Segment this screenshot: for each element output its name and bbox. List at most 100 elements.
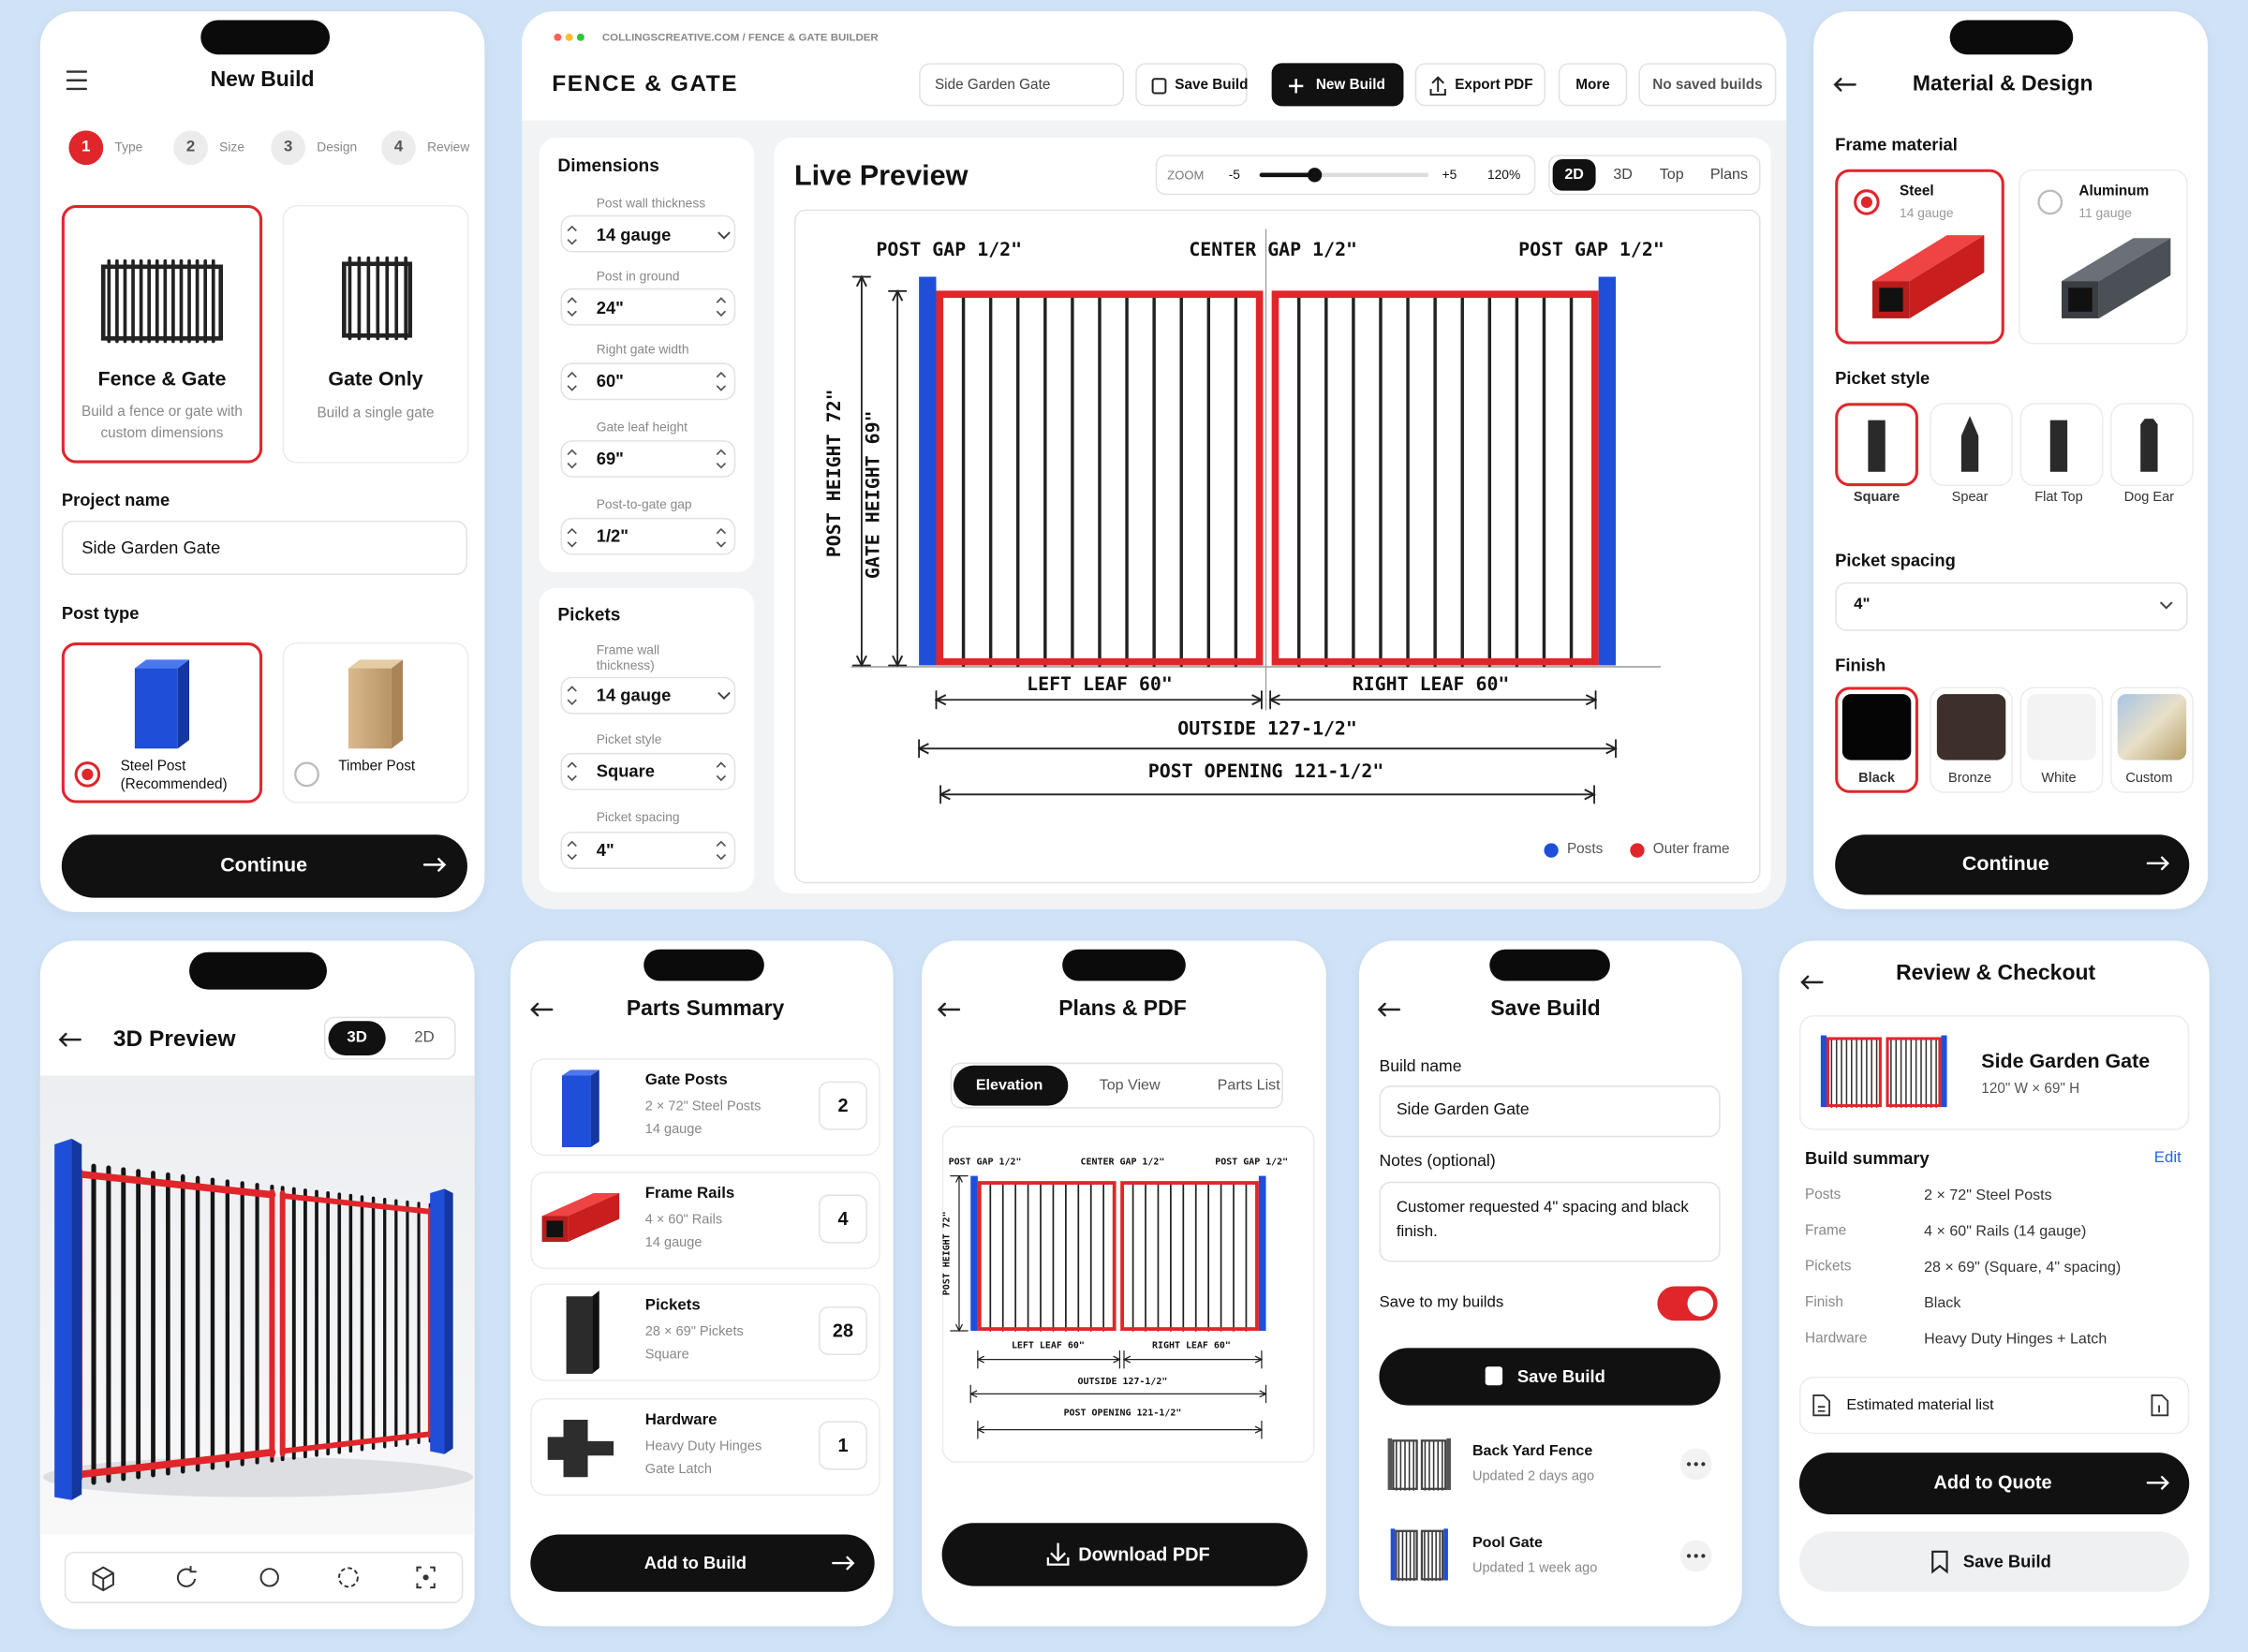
value: Heavy Duty Hinges + Latch — [1924, 1330, 2108, 1348]
quantity: 2 — [837, 1094, 849, 1116]
label: Post wall thickness — [596, 196, 706, 211]
post-image — [561, 1075, 591, 1147]
radio — [81, 768, 94, 780]
input[interactable] — [560, 440, 736, 478]
arrow-icon — [1377, 1002, 1401, 1017]
textarea[interactable] — [1379, 1181, 1721, 1262]
details: 2 × 72" Steel Posts — [644, 1099, 762, 1115]
save-button[interactable] — [1798, 1531, 2190, 1592]
post — [444, 1188, 453, 1454]
post-image — [561, 1069, 599, 1076]
zoom-label: ZOOM — [1167, 168, 1205, 183]
text-input[interactable] — [61, 520, 467, 576]
save-button: Save Build — [1516, 1365, 1605, 1387]
rail — [279, 1431, 434, 1454]
name: Pool Gate — [1472, 1533, 1543, 1552]
label: Right gate width — [596, 342, 689, 357]
sidebar-card — [539, 138, 755, 572]
post-height: POST HEIGHT 72" — [824, 389, 847, 558]
post — [54, 1138, 72, 1500]
button[interactable] — [1558, 63, 1628, 107]
notch — [1949, 20, 2074, 55]
post — [71, 1138, 82, 1500]
finish-swatch — [2027, 694, 2096, 760]
plus-icon — [1289, 79, 1304, 94]
button[interactable] — [1638, 63, 1777, 107]
view-button[interactable] — [1552, 158, 1596, 191]
label: Picket spacing — [596, 809, 680, 824]
input[interactable] — [560, 832, 736, 869]
step-circle — [173, 130, 208, 166]
actions: No saved builds — [1652, 77, 1763, 94]
stepper — [567, 449, 577, 469]
post — [1443, 1528, 1448, 1581]
button[interactable] — [1414, 63, 1546, 107]
view-button[interactable] — [328, 1021, 386, 1055]
notch — [189, 951, 327, 990]
select[interactable] — [1835, 582, 2188, 631]
gate-frame — [936, 290, 1264, 666]
fit-icon — [422, 1574, 429, 1581]
tab[interactable] — [953, 1065, 1069, 1106]
stepper — [716, 297, 727, 317]
phone-screen — [1359, 940, 1742, 1627]
finish-swatch — [1936, 694, 2006, 760]
legend: Outer frame — [1652, 841, 1730, 858]
continue-button[interactable] — [1835, 834, 2190, 895]
input[interactable] — [560, 288, 736, 326]
text-input[interactable] — [1379, 1085, 1721, 1138]
gate-frame — [1420, 1439, 1447, 1490]
button[interactable] — [1135, 63, 1248, 107]
quote-button[interactable] — [1798, 1453, 2190, 1514]
title: Material & Design — [1912, 71, 2093, 96]
arrow-icon — [2146, 856, 2170, 871]
option-card[interactable] — [61, 204, 263, 464]
gauge: 11 gauge — [2078, 205, 2132, 221]
value: 28 × 69" (Square, 4" spacing) — [1924, 1258, 2122, 1276]
project-name: Side Garden Gate — [934, 77, 1051, 94]
notes: Customer requested 4" spacing and black … — [1396, 1199, 1689, 1241]
name: Frame Rails — [644, 1185, 735, 1202]
stepper — [567, 225, 577, 245]
continue-button[interactable] — [61, 834, 467, 898]
left-post-gap: POST GAP 1/2" — [876, 240, 1023, 261]
label: Design — [317, 140, 358, 155]
label: Post in ground — [596, 269, 680, 284]
title: Plans & PDF — [1058, 996, 1187, 1022]
material-list-row[interactable] — [1798, 1377, 2190, 1435]
continue: Continue — [1961, 850, 2049, 875]
name-label: Build name — [1379, 1058, 1462, 1076]
continue: Continue — [220, 852, 308, 876]
value: 24" — [596, 298, 624, 318]
input[interactable] — [560, 517, 736, 555]
save-to-label: Save to my builds — [1379, 1293, 1504, 1312]
title: Dimensions — [557, 155, 659, 176]
right-leaf: RIGHT LEAF 60" — [1352, 673, 1510, 696]
radio — [74, 761, 101, 788]
picket-icon — [2140, 419, 2158, 472]
download-button[interactable] — [941, 1523, 1308, 1586]
legend: Posts — [1566, 841, 1604, 858]
details: Heavy Duty Hinges — [644, 1438, 762, 1455]
finishes: Custom — [2125, 770, 2173, 787]
finish-swatch — [1841, 694, 1912, 760]
save-button[interactable] — [1379, 1348, 1721, 1406]
details: 14 gauge — [644, 1234, 702, 1251]
input[interactable] — [560, 676, 736, 715]
save-icon — [1485, 1366, 1503, 1386]
text-input[interactable] — [919, 63, 1124, 107]
picket-icon — [1868, 420, 1886, 472]
arrow-icon — [1833, 77, 1856, 92]
button[interactable] — [1271, 63, 1404, 107]
input[interactable] — [560, 214, 736, 253]
window-dot — [554, 33, 562, 41]
add-button[interactable] — [530, 1534, 875, 1592]
value: 1/2" — [596, 525, 629, 547]
input[interactable] — [560, 362, 736, 401]
title: Fence & Gate — [97, 366, 227, 390]
details: Square — [644, 1347, 689, 1364]
finishes: Black — [1858, 770, 1895, 787]
name: Gate Posts — [644, 1071, 728, 1089]
input[interactable] — [560, 752, 736, 790]
